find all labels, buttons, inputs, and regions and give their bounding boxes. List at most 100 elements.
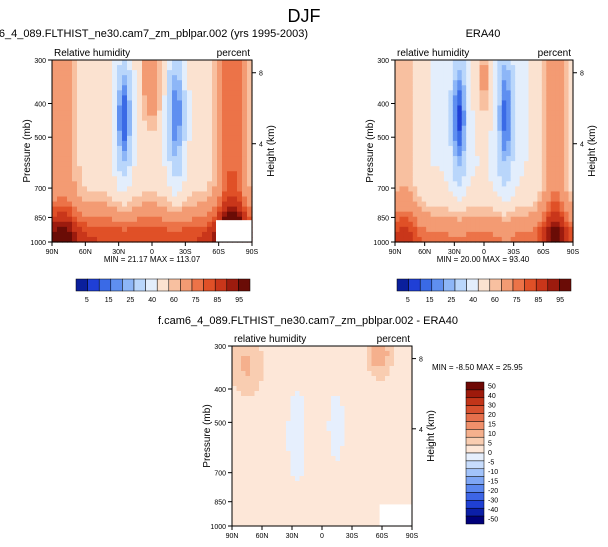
heatmap-cell <box>62 201 68 208</box>
heatmap-cell <box>385 401 391 407</box>
heatmap-cell <box>435 206 441 213</box>
heatmap-cell <box>197 206 203 213</box>
heatmap-cell <box>137 130 143 137</box>
heatmap-cell <box>524 221 530 228</box>
heatmap-cell <box>82 161 88 167</box>
heatmap-cell <box>367 421 373 427</box>
heatmap-cell <box>362 471 368 477</box>
heatmap-cell <box>72 231 78 238</box>
heatmap-cell <box>484 125 490 132</box>
heatmap-cell <box>537 60 543 66</box>
heatmap-cell <box>177 176 183 182</box>
heatmap-cell <box>344 516 350 522</box>
heatmap-cell <box>430 176 436 182</box>
heatmap-cell <box>358 516 364 522</box>
heatmap-cell <box>322 376 328 382</box>
heatmap-cell <box>57 156 63 162</box>
heatmap-cell <box>362 496 368 502</box>
heatmap-cell <box>322 496 328 502</box>
heatmap-cell <box>77 206 83 213</box>
heatmap-cell <box>295 426 301 432</box>
heatmap-cell <box>147 186 153 193</box>
heatmap-cell <box>92 211 98 218</box>
heatmap-cell <box>546 186 552 193</box>
heatmap-cell <box>497 151 503 157</box>
heatmap-cell <box>484 120 490 127</box>
heatmap-cell <box>236 356 242 362</box>
heatmap-cell <box>227 196 233 203</box>
heatmap-cell <box>568 221 574 228</box>
heatmap-cell <box>331 481 337 487</box>
heatmap-cell <box>537 221 543 228</box>
colorbar-label: -10 <box>488 469 498 476</box>
heatmap-cell <box>452 100 458 107</box>
heatmap-cell <box>546 236 552 243</box>
heatmap-cell <box>399 95 405 102</box>
heatmap-cell <box>326 376 332 382</box>
heatmap-cell <box>142 130 148 137</box>
heatmap-cell <box>192 110 198 117</box>
heatmap-cell <box>475 176 481 182</box>
heatmap-cell <box>207 115 213 122</box>
heatmap-cell <box>555 110 561 117</box>
heatmap-cell <box>241 416 247 422</box>
heatmap-cell <box>236 381 242 387</box>
colorbar-label: 85 <box>534 297 542 304</box>
heatmap-cell <box>87 236 93 243</box>
heatmap-cell <box>212 196 218 203</box>
heatmap-cell <box>394 481 400 487</box>
heatmap-cell <box>237 110 243 117</box>
heatmap-cell <box>568 60 574 66</box>
heatmap-cell <box>376 441 382 447</box>
heatmap-cell <box>157 140 163 147</box>
heatmap-cell <box>192 90 198 96</box>
heatmap-cell <box>227 95 233 102</box>
heatmap-cell <box>122 171 128 177</box>
heatmap-cell <box>127 181 133 187</box>
heatmap-cell <box>537 186 543 193</box>
heatmap-cell <box>313 506 319 512</box>
heatmap-cell <box>555 130 561 137</box>
heatmap-cell <box>57 216 63 223</box>
heatmap-cell <box>452 115 458 122</box>
heatmap-cell <box>192 65 198 71</box>
heatmap-cell <box>362 351 368 357</box>
heatmap-cell <box>430 171 436 177</box>
heatmap-cell <box>272 421 278 427</box>
heatmap-cell <box>281 481 287 487</box>
heatmap-cell <box>107 140 113 147</box>
heatmap-cell <box>331 486 337 492</box>
heatmap-cell <box>317 411 323 417</box>
heatmap-cell <box>537 70 543 76</box>
heatmap-cell <box>349 391 355 397</box>
heatmap-cell <box>524 186 530 193</box>
heatmap-cell <box>77 90 83 96</box>
heatmap-cell <box>417 176 423 182</box>
heatmap-cell <box>232 171 238 177</box>
heatmap-cell <box>242 60 248 66</box>
heatmap-cell <box>394 406 400 412</box>
heatmap-cell <box>358 346 364 352</box>
heatmap-cell <box>77 236 83 243</box>
heatmap-cell <box>430 151 436 157</box>
heatmap-cell <box>232 80 238 86</box>
heatmap-cell <box>430 166 436 172</box>
heatmap-cell <box>395 151 401 157</box>
heatmap-cell <box>241 391 247 397</box>
heatmap-cell <box>172 115 178 122</box>
heatmap-cell <box>524 75 530 81</box>
heatmap-cell <box>537 120 543 127</box>
heatmap-cell <box>202 125 208 132</box>
heatmap-cell <box>443 130 449 137</box>
heatmap-cell <box>162 191 168 198</box>
heatmap-cell <box>286 451 292 457</box>
heatmap-cell <box>506 206 512 213</box>
heatmap-cell <box>97 140 103 147</box>
heatmap-cell <box>299 501 305 507</box>
heatmap-cell <box>403 60 409 66</box>
heatmap-cell <box>237 95 243 102</box>
heatmap-cell <box>452 176 458 182</box>
heatmap-cell <box>142 60 148 66</box>
heatmap-cell <box>376 421 382 427</box>
heatmap-cell <box>555 85 561 91</box>
